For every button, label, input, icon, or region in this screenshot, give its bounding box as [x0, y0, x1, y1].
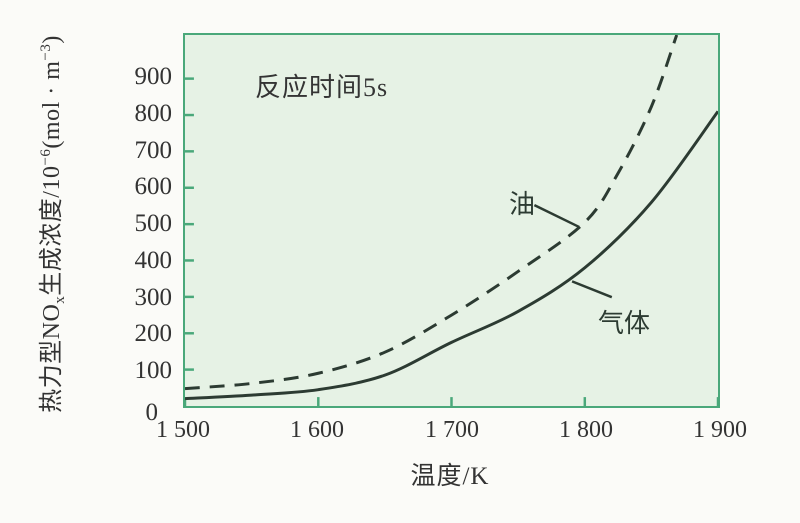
series-label-gas: 气体: [598, 309, 651, 338]
y-tick-label: 700: [134, 137, 173, 164]
x-tick-label: 1 800: [559, 417, 613, 443]
annotation-reaction-time: 反应时间5s: [255, 73, 389, 102]
y-tick-label: 600: [134, 173, 173, 200]
y-tick-label: 500: [134, 210, 173, 237]
series-label-oil: 油: [509, 190, 536, 219]
y-axis-label-sup: −6: [38, 148, 54, 166]
x-tick-label: 1 600: [290, 417, 344, 443]
y-axis-label-text: 热力型NO: [39, 303, 65, 413]
curves-canvas: [185, 35, 718, 406]
oil-label-leader-line: [533, 204, 580, 229]
y-tick-label: 800: [134, 100, 173, 127]
x-tick-label: 1 900: [693, 417, 747, 443]
x-tick-label: 1 500: [156, 417, 210, 443]
y-tick-label: 200: [134, 320, 173, 347]
y-axis-label-sub: x: [52, 295, 68, 304]
y-tick-label-zero: 0: [145, 399, 159, 426]
x-axis-title: 温度/K: [410, 463, 490, 490]
x-tick-label: 1 700: [425, 417, 479, 443]
y-tick-label: 300: [134, 284, 173, 311]
gas-curve: [185, 110, 718, 401]
plot-area: 反应时间5s 油 气体: [183, 33, 720, 408]
oil-curve: [185, 35, 679, 391]
y-axis-label-text: 生成浓度/10: [39, 165, 65, 296]
gas-label-leader-line: [571, 280, 613, 299]
y-axis-label: 热力型NOx生成浓度/10−6(mol · m−3): [28, 6, 68, 442]
y-tick-label: 900: [134, 63, 173, 90]
y-axis-label-text: (mol · m: [39, 60, 65, 149]
y-tick-label: 400: [134, 247, 173, 274]
y-axis-label-sup: −3: [38, 43, 54, 61]
y-axis-label-text: ): [39, 35, 65, 44]
y-tick-label: 100: [134, 357, 173, 384]
